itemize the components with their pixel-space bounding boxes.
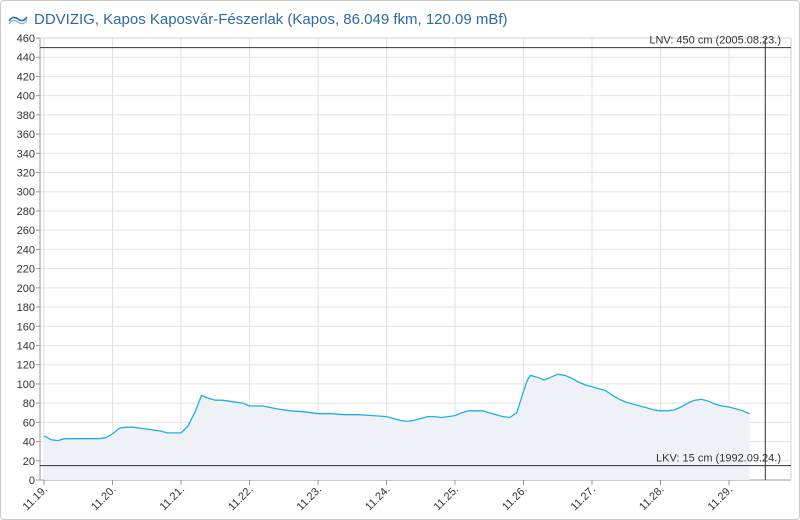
y-tick-label: 400: [17, 91, 35, 103]
y-tick-label: 0: [29, 475, 35, 487]
series-line: [43, 373, 750, 442]
x-tick-label: 11.22.: [226, 484, 256, 514]
x-tick-label: 11.29.: [706, 484, 736, 514]
y-tick-label: 40: [23, 437, 35, 449]
y-tick-label: 240: [17, 244, 35, 256]
x-tick-label: 11.26.: [500, 484, 530, 514]
y-tick-label: 140: [17, 340, 35, 352]
y-tick-label: 60: [23, 417, 35, 429]
x-tick-label: 11.21.: [158, 484, 188, 514]
y-tick-label: 360: [17, 129, 35, 141]
y-tick-label: 460: [17, 33, 35, 45]
y-tick-label: 100: [17, 379, 35, 391]
y-tick-label: 300: [17, 187, 35, 199]
chart-title: DDVIZIG, Kapos Kaposvár-Fészerlak (Kapos…: [34, 10, 508, 28]
y-tick-label: 220: [17, 264, 35, 276]
x-tick-label: 11.19.: [21, 484, 51, 514]
reference-line-label: LNV: 450 cm (2005.08.23.): [649, 35, 781, 47]
y-tick-label: 260: [17, 225, 35, 237]
x-tick-label: 11.23.: [295, 484, 325, 514]
x-tick-label: 11.28.: [637, 484, 667, 514]
y-tick-label: 280: [17, 206, 35, 218]
y-tick-label: 120: [17, 360, 35, 372]
x-tick-label: 11.25.: [432, 484, 462, 514]
x-tick-label: 11.24.: [363, 484, 393, 514]
chart-header: DDVIZIG, Kapos Kaposvár-Fészerlak (Kapos…: [8, 8, 508, 30]
ddvizig-logo-icon: [8, 12, 28, 26]
y-tick-label: 200: [17, 283, 35, 295]
y-tick-label: 440: [17, 52, 35, 64]
series-area: [44, 374, 750, 480]
y-tick-label: 420: [17, 71, 35, 83]
y-tick-label: 340: [17, 148, 35, 160]
y-tick-label: 80: [23, 398, 35, 410]
y-tick-label: 180: [17, 302, 35, 314]
reference-line-label: LKV: 15 cm (1992.09.24.): [656, 453, 781, 465]
x-tick-label: 11.20.: [89, 484, 119, 514]
y-tick-label: 20: [23, 456, 35, 468]
x-tick-label: 11.27.: [569, 484, 599, 514]
y-tick-label: 380: [17, 110, 35, 122]
y-tick-label: 160: [17, 321, 35, 333]
y-tick-label: 320: [17, 168, 35, 180]
